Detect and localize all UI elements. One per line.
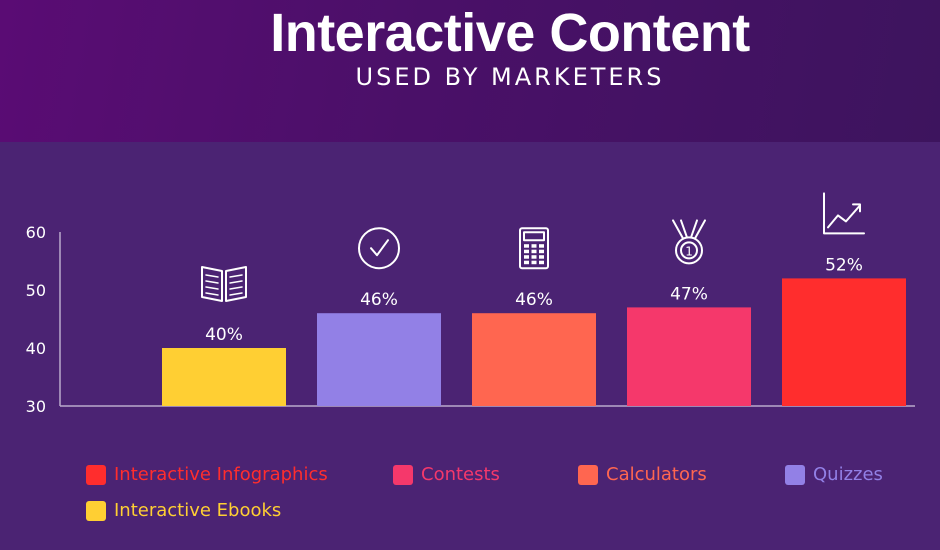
y-tick-label: 40 [26,339,46,358]
bar-value-label: 52% [825,255,863,275]
check-circle-icon [358,227,400,270]
open-book-icon [201,266,247,302]
legend-item-calculators[interactable]: Calculators [578,464,707,485]
y-tick-label: 30 [26,397,46,416]
legend-item-infographics[interactable]: Interactive Infographics [86,464,328,485]
legend-swatch [86,464,106,485]
calculator-icon [519,227,549,270]
legend-label: Contests [421,464,500,485]
legend-label: Interactive Ebooks [114,500,282,521]
bar-calculator [472,313,596,406]
page-title: Interactive Content [270,3,750,63]
legend-label: Interactive Infographics [114,464,328,485]
bar-open-book [162,348,286,406]
chart-bars: 40% 46% 46% 47% 52% [162,255,906,406]
bar-value-label: 46% [515,290,553,310]
svg-text:1: 1 [685,244,693,258]
y-tick-label: 60 [26,223,46,242]
legend-swatch [86,500,106,521]
legend-item-ebooks[interactable]: Interactive Ebooks [86,500,281,521]
trend-chart-icon [823,192,865,235]
legend-item-quizzes[interactable]: Quizzes [785,464,883,485]
page-subtitle: USED BY MARKETERS [355,63,665,91]
bar-value-label: 46% [360,290,398,310]
bar-value-label: 47% [670,284,708,304]
chart-axes: 30 40 50 60 [26,223,915,416]
y-tick-label: 50 [26,281,46,300]
bar-medal [627,307,751,406]
legend-label: Quizzes [813,464,883,485]
bar-value-label: 40% [205,325,243,345]
header-banner: Interactive Content USED BY MARKETERS [0,0,940,142]
chart-icons: 1 [201,192,865,302]
legend-item-contests[interactable]: Contests [393,464,500,485]
legend-swatch [785,464,805,485]
bar-trend-chart [782,278,906,406]
bar-check-circle [317,313,441,406]
legend-swatch [393,464,413,485]
medal-icon: 1 [672,219,706,265]
legend-swatch [578,464,598,485]
legend-label: Calculators [606,464,707,485]
